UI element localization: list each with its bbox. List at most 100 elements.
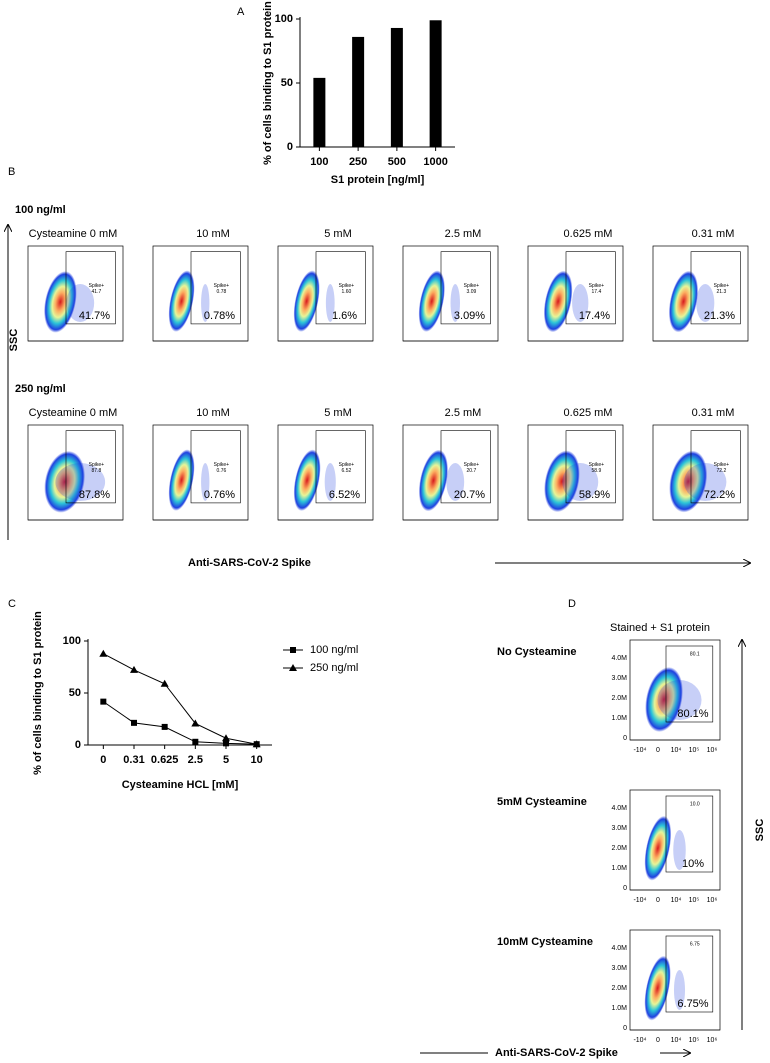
density-spread	[572, 284, 589, 322]
density-spread	[673, 970, 686, 1010]
gate-value: 0.76	[217, 468, 227, 474]
gate-name: Spike+	[589, 462, 605, 468]
row-label: No Cysteamine	[497, 646, 576, 658]
gate-percent: 0.76%	[204, 489, 235, 501]
density-spread	[55, 463, 106, 501]
x-tick-label: 100	[310, 156, 328, 168]
column-header: Stained + S1 protein	[610, 622, 710, 634]
x-tick-label: 10⁵	[689, 1037, 700, 1044]
panel-label: B	[8, 166, 15, 178]
gate-name: Spike+	[339, 283, 355, 289]
plot-frame	[277, 245, 374, 342]
x-axis-label: Cysteamine HCL [mM]	[122, 779, 239, 791]
y-axis-label: % of cells binding to S1 protein	[32, 611, 44, 775]
series-line	[103, 653, 257, 745]
x-axis-title: Anti-SARS-CoV-2 Spike	[495, 1047, 618, 1059]
plot-title: 5 mM	[324, 228, 352, 240]
gate	[565, 430, 616, 504]
gate	[440, 251, 491, 325]
plot-title: 0.625 mM	[564, 407, 613, 419]
density	[293, 270, 320, 332]
y-tick-label: 1.0M	[611, 865, 627, 872]
x-tick-label: -10⁴	[633, 747, 646, 754]
gate-name: Spike+	[589, 283, 605, 289]
plot-title: 5 mM	[324, 407, 352, 419]
y-tick-label: 3.0M	[611, 825, 627, 832]
gate-percent: 58.9%	[579, 489, 610, 501]
y-tick-label: 4.0M	[611, 945, 627, 952]
y-axis-title: SSC	[754, 819, 766, 842]
x-tick-label: 10⁵	[689, 897, 700, 904]
gate-value: 20.7	[467, 468, 477, 474]
gate-percent: 41.7%	[79, 310, 110, 322]
gate-percent: 80.1%	[677, 708, 708, 720]
gate-percent: 3.09%	[454, 310, 485, 322]
gate-value: 58.9	[592, 468, 602, 474]
y-tick-label: 0	[287, 141, 293, 153]
gate	[665, 645, 714, 723]
gate	[665, 935, 714, 1013]
x-tick-label: 10⁶	[707, 897, 718, 904]
density	[543, 270, 573, 333]
plot-title: 0.625 mM	[564, 228, 613, 240]
x-tick-label: 1000	[423, 156, 447, 168]
density	[168, 270, 195, 332]
x-axis-title: Anti-SARS-CoV-2 Spike	[188, 557, 311, 569]
gate-value: 72.2	[717, 468, 727, 474]
point	[100, 698, 107, 705]
plot-title: 0.31 mM	[692, 228, 735, 240]
row-label: 250 ng/ml	[15, 383, 66, 395]
density-spread	[201, 463, 210, 501]
gate	[665, 795, 714, 873]
y-axis-title: SSC	[8, 329, 20, 352]
y-tick-label: 0	[623, 1025, 627, 1032]
density	[544, 450, 580, 513]
x-tick-label: 250	[349, 156, 367, 168]
panel-label: C	[8, 598, 16, 610]
y-tick-label: 1.0M	[611, 715, 627, 722]
gate-value: 80.1	[690, 651, 700, 657]
density-spread	[696, 284, 715, 322]
gate	[315, 251, 366, 325]
gate-percent: 17.4%	[579, 310, 610, 322]
point	[191, 719, 200, 727]
y-axis-label: % of cells binding to S1 protein	[262, 1, 274, 165]
plot-title: 10 mM	[196, 228, 230, 240]
point	[99, 649, 108, 657]
density	[293, 449, 321, 511]
gate-name: Spike+	[464, 283, 480, 289]
bar	[429, 20, 442, 148]
gate	[190, 430, 241, 504]
gate-percent: 20.7%	[454, 489, 485, 501]
x-tick-label: 10	[251, 754, 263, 766]
gate	[315, 430, 366, 504]
density	[418, 270, 445, 332]
plot-title: 0.31 mM	[692, 407, 735, 419]
point	[192, 738, 199, 745]
gate-percent: 72.2%	[704, 489, 735, 501]
row-label: 10mM Cysteamine	[497, 936, 593, 948]
legend-label: 250 ng/ml	[310, 662, 358, 674]
point	[222, 734, 230, 742]
point	[161, 723, 168, 730]
density-spread	[657, 680, 702, 720]
gate	[690, 251, 741, 325]
gate-name: Spike+	[214, 462, 230, 468]
legend-marker	[289, 664, 297, 671]
density-spread	[684, 463, 727, 501]
x-tick-label: 0	[100, 754, 106, 766]
y-tick-label: 3.0M	[611, 965, 627, 972]
density	[168, 449, 195, 511]
x-tick-label: 0	[656, 1037, 660, 1044]
y-tick-label: 2.0M	[611, 985, 627, 992]
y-tick-label: 1.0M	[611, 1005, 627, 1012]
x-tick-label: 10⁵	[689, 747, 700, 754]
point	[223, 740, 229, 747]
point	[130, 665, 138, 673]
gate-name: Spike+	[714, 283, 730, 289]
x-tick-label: -10⁴	[633, 897, 646, 904]
x-tick-label: 5	[223, 754, 229, 766]
gate-value: 17.4	[592, 289, 602, 295]
gate-name: Spike+	[89, 462, 105, 468]
plot-frame	[402, 245, 499, 342]
